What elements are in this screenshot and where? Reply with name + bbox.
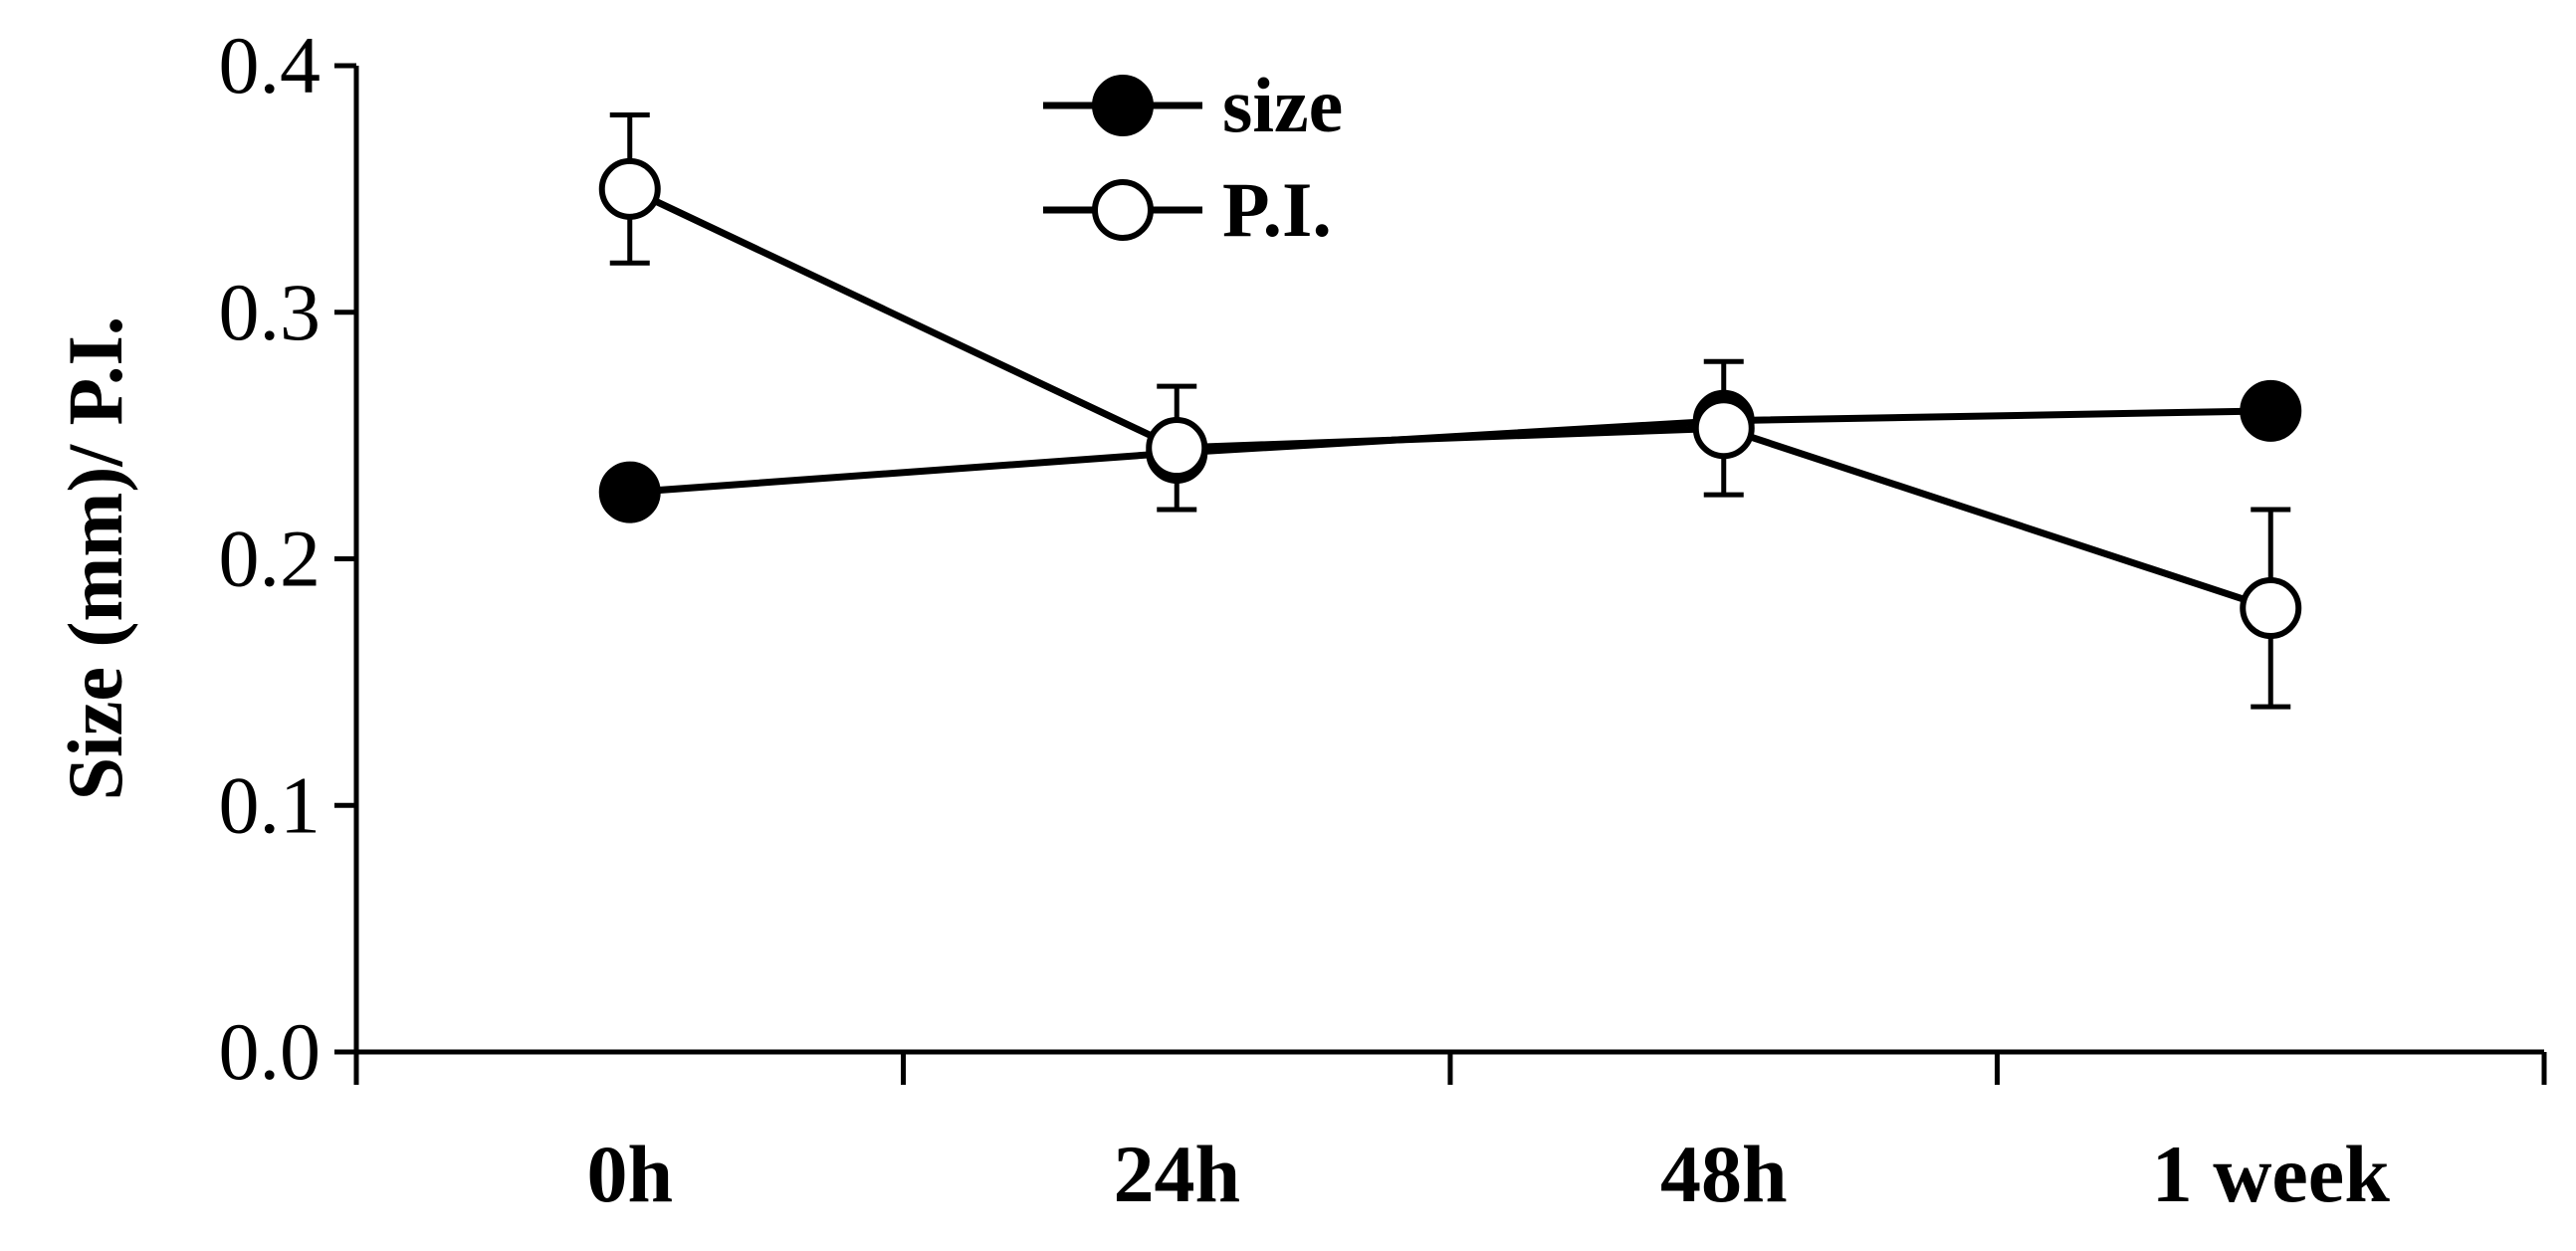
- data-point-open: [1692, 397, 1755, 460]
- y-tick-label: 0.0: [219, 1006, 322, 1097]
- series-line-size: [629, 407, 2271, 497]
- y-ticks: 0.0 0.1 0.2 0.3 0.4: [219, 20, 356, 1097]
- data-point-open: [2240, 577, 2302, 640]
- legend-label: size: [1222, 62, 1343, 148]
- legend-item: P.I.: [1043, 166, 1332, 253]
- y-tick-label: 0.2: [219, 514, 322, 604]
- x-tick-label: 48h: [1660, 1129, 1788, 1219]
- x-tick-label: 1 week: [2152, 1129, 2391, 1219]
- y-tick-label: 0.4: [219, 20, 322, 110]
- y-tick-label: 0.1: [219, 759, 322, 850]
- y-tick-label: 0.3: [219, 267, 322, 357]
- legend-label: P.I.: [1222, 166, 1332, 253]
- series-line-p-i: [628, 185, 2272, 612]
- legend-marker-filled: [1092, 75, 1154, 136]
- x-tick-label: 0h: [586, 1129, 673, 1219]
- x-tick-label: 24h: [1113, 1129, 1240, 1219]
- x-axis: 0h 24h 48h 1 week: [353, 1049, 2547, 1219]
- data-point-open: [1146, 417, 1208, 480]
- y-axis: 0.0 0.1 0.2 0.3 0.4: [219, 20, 359, 1097]
- legend: size P.I.: [1043, 62, 1343, 253]
- data-point-filled: [2240, 379, 2302, 442]
- data-point-filled: [598, 461, 661, 523]
- y-axis-title: Size (mm)/ P.I.: [52, 316, 138, 801]
- legend-item: size: [1043, 62, 1343, 148]
- x-ticks: 0h 24h 48h 1 week: [353, 1052, 2547, 1219]
- legend-marker-open: [1092, 179, 1154, 241]
- plot-series: [598, 112, 2302, 710]
- data-point-open: [598, 157, 661, 220]
